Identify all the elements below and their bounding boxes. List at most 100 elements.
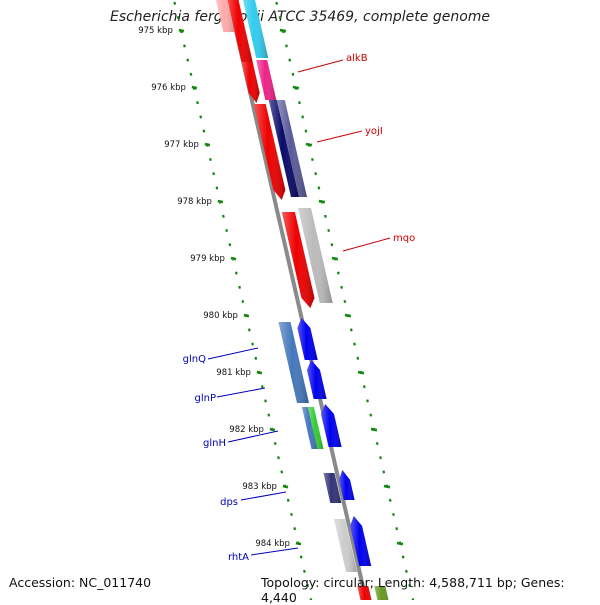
outer-tick-track-dot — [375, 441, 379, 446]
inner-major-tick — [243, 313, 250, 318]
outer-tick-track-dot — [311, 157, 314, 162]
forward-gene-shading — [298, 208, 333, 303]
forward-gene-shading — [256, 60, 277, 100]
tick-label: 981 kbp — [216, 368, 251, 378]
inner-tick-track-dot — [247, 328, 251, 332]
forward-gene-shading — [243, 0, 269, 58]
inner-tick-track-dot — [241, 299, 245, 304]
outer-tick-track-dot — [382, 470, 386, 474]
outer-tick-track-dot — [401, 555, 405, 559]
outer-tick-track-dot — [314, 172, 318, 176]
outer-tick-track-dot — [343, 299, 347, 304]
outer-tick-track-dot — [298, 101, 301, 105]
outer-tick-track-dot — [392, 512, 395, 517]
reverse-gene-shading — [350, 516, 372, 566]
outer-tick-track-dot — [288, 58, 292, 62]
inner-tick-track-dot — [212, 172, 216, 176]
outer-tick-track-dot — [278, 15, 282, 20]
inner-tick-track-dot — [173, 1, 177, 5]
reverse-gene-shading — [334, 519, 358, 572]
inner-tick-track-dot — [251, 342, 254, 346]
gene-leader-line — [316, 130, 363, 143]
inner-tick-track-dot — [234, 271, 238, 275]
reverse-gene-shading — [307, 360, 327, 399]
reverse-gene-shading — [321, 404, 342, 447]
outer-tick-track-dot — [388, 498, 392, 502]
map-title: Escherichia fergusonii ATCC 35469, compl… — [109, 9, 491, 25]
outer-tick-track-dot — [349, 328, 353, 332]
outer-tick-track-dot — [304, 129, 308, 133]
tick-label: 978 kbp — [177, 197, 212, 207]
outer-major-tick — [331, 256, 339, 261]
inner-tick-track-dot — [293, 527, 297, 531]
tick-label: 977 kbp — [164, 140, 199, 150]
inner-tick-track-dot — [202, 129, 206, 133]
gene-label-glnH: glnH — [203, 438, 226, 449]
inner-tick-track-dot — [183, 44, 186, 48]
outer-tick-track-dot — [362, 385, 366, 389]
inner-major-tick — [256, 370, 263, 375]
gene-label-alkB: alkB — [346, 53, 368, 64]
tick-label: 983 kbp — [242, 482, 277, 492]
outer-tick-track-dot — [369, 413, 373, 417]
forward-gene-shading — [241, 62, 260, 103]
gene-label-yojI: yojI — [365, 126, 383, 137]
tick-label: 984 kbp — [255, 539, 290, 549]
topology-text: Topology: circular; Length: 4,588,711 bp… — [261, 575, 565, 605]
gene-leader-line — [250, 547, 299, 556]
reverse-gene-shading — [278, 322, 309, 403]
outer-tick-track-dot — [275, 1, 279, 5]
forward-gene-shading — [374, 586, 389, 600]
gene-leader-line — [297, 59, 344, 73]
outer-tick-track-dot — [353, 342, 356, 346]
inner-tick-track-dot — [306, 583, 310, 588]
reverse-gene-shading — [307, 407, 324, 449]
outer-major-tick — [344, 313, 352, 318]
gene-leader-line — [227, 430, 279, 443]
outer-tick-track-dot — [285, 44, 288, 48]
tick-label: 976 kbp — [151, 83, 186, 93]
outer-major-tick — [383, 484, 391, 489]
forward-gene-shading — [357, 586, 372, 600]
inner-tick-track-dot — [260, 385, 264, 389]
tick-label: 975 kbp — [138, 26, 173, 36]
inner-tick-track-dot — [215, 186, 219, 190]
outer-tick-track-dot — [340, 285, 343, 289]
inner-tick-track-dot — [176, 15, 180, 20]
inner-tick-track-dot — [186, 58, 190, 62]
inner-major-tick — [230, 256, 237, 261]
tick-label: 980 kbp — [203, 311, 238, 321]
inner-major-tick — [217, 199, 224, 204]
inner-tick-track-dot — [225, 228, 228, 233]
outer-tick-track-dot — [327, 228, 330, 233]
inner-tick-track-dot — [238, 285, 241, 289]
inner-tick-track-dot — [299, 555, 303, 559]
outer-tick-track-dot — [330, 243, 334, 247]
gene-label-glnP: glnP — [195, 393, 217, 404]
inner-tick-track-dot — [254, 356, 258, 360]
inner-major-tick — [295, 541, 302, 546]
inner-tick-track-dot — [199, 115, 203, 119]
inner-tick-track-dot — [286, 498, 290, 502]
inner-tick-track-dot — [189, 72, 193, 76]
gene-label-dps: dps — [220, 497, 238, 508]
outer-tick-track-dot — [395, 527, 399, 531]
outer-tick-track-dot — [366, 399, 369, 403]
inner-major-tick — [269, 427, 276, 432]
inner-major-tick — [178, 28, 185, 33]
inner-tick-track-dot — [228, 243, 232, 247]
outer-tick-track-dot — [379, 456, 382, 460]
inner-tick-track-dot — [280, 470, 284, 474]
forward-gene-shading — [276, 100, 307, 197]
gene-label-mqo: mqo — [393, 233, 415, 244]
reverse-gene-shading — [323, 473, 342, 503]
reverse-gene-shading — [339, 470, 355, 500]
outer-tick-track-dot — [317, 186, 321, 190]
outer-tick-track-dot — [301, 115, 305, 119]
outer-tick-track-dot — [324, 214, 327, 218]
outer-tick-track-dot — [291, 72, 295, 76]
inner-tick-track-dot — [290, 512, 293, 517]
accession-text: Accession: NC_011740 — [9, 575, 152, 590]
forward-gene-shading — [253, 104, 286, 200]
